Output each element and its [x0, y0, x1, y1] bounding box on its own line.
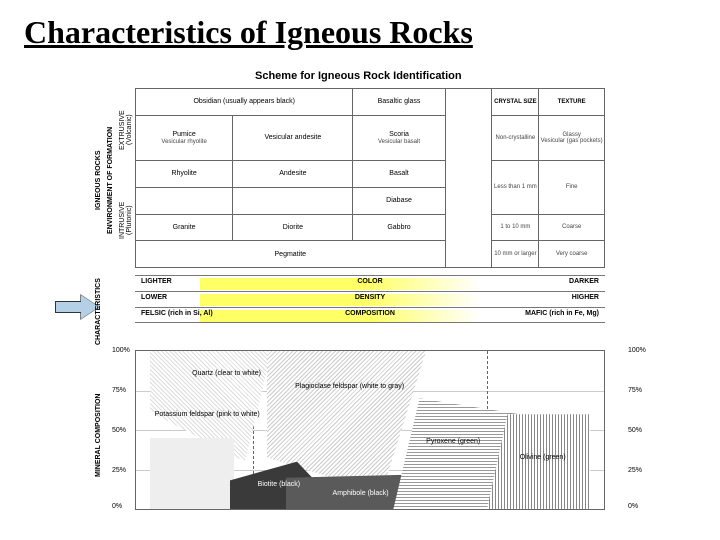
page-title: Characteristics of Igneous Rocks	[0, 0, 720, 51]
char-row-color: LIGHTER COLOR DARKER	[135, 275, 605, 291]
char-row-composition: FELSIC (rich in Si, Al) COMPOSITION MAFI…	[135, 307, 605, 323]
rock-cell: Basaltic glass	[353, 89, 445, 116]
chart-title: Scheme for Igneous Rock Identification	[255, 70, 462, 82]
rock-grid: Obsidian (usually appears black) Basalti…	[135, 88, 605, 268]
rock-cell: Granite	[136, 214, 233, 241]
rock-cell: Rhyolite	[136, 161, 233, 188]
arrow-indicator	[55, 295, 99, 319]
crystal-cell: Less than 1 mm	[492, 161, 539, 214]
identification-chart: Scheme for Igneous Rock Identification I…	[95, 70, 655, 520]
rock-cell	[136, 187, 233, 214]
rock-cell	[233, 187, 353, 214]
texture-cell: Coarse	[539, 214, 605, 241]
rock-cell: ScoriaVesicular basalt	[353, 115, 445, 160]
side-label-igneous: IGNEOUS ROCKS	[95, 130, 102, 230]
texture-cell: Fine	[539, 161, 605, 214]
rock-cell: Diorite	[233, 214, 353, 241]
texture-cell: GlassyVesicular (gas pockets)	[539, 115, 605, 160]
side-label-intrusive: INTRUSIVE (Plutonic)	[119, 190, 133, 250]
header-texture: TEXTURE	[539, 89, 605, 116]
region-feldspar	[150, 438, 234, 509]
rock-cell: Gabbro	[353, 214, 445, 241]
rock-cell: Obsidian (usually appears black)	[136, 89, 353, 116]
crystal-cell: 10 mm or larger	[492, 241, 539, 268]
side-label-extrusive: EXTRUSIVE (Volcanic)	[119, 100, 133, 160]
rock-cell: Andesite	[233, 161, 353, 188]
side-label-mineralcomp: MINERAL COMPOSITION	[95, 380, 102, 490]
side-label-environment: ENVIRONMENT OF FORMATION	[107, 110, 114, 250]
mineral-composition-diagram: Potassium feldspar (pink to white) Quart…	[135, 350, 605, 510]
crystal-cell: Non-crystalline	[492, 115, 539, 160]
rock-cell: PumiceVesicular rhyolite	[136, 115, 233, 160]
rock-cell: Pegmatite	[136, 241, 446, 268]
side-label-characteristics: CHARACTERISTICS	[95, 285, 102, 345]
texture-cell: Very coarse	[539, 241, 605, 268]
header-crystal: CRYSTAL SIZE	[492, 89, 539, 116]
crystal-cell: 1 to 10 mm	[492, 214, 539, 241]
rock-cell: Basalt	[353, 161, 445, 188]
characteristics-band: LIGHTER COLOR DARKER LOWER DENSITY HIGHE…	[135, 275, 605, 345]
rock-cell: Diabase	[353, 187, 445, 214]
rock-cell: Vesicular andesite	[233, 115, 353, 160]
char-row-density: LOWER DENSITY HIGHER	[135, 291, 605, 307]
